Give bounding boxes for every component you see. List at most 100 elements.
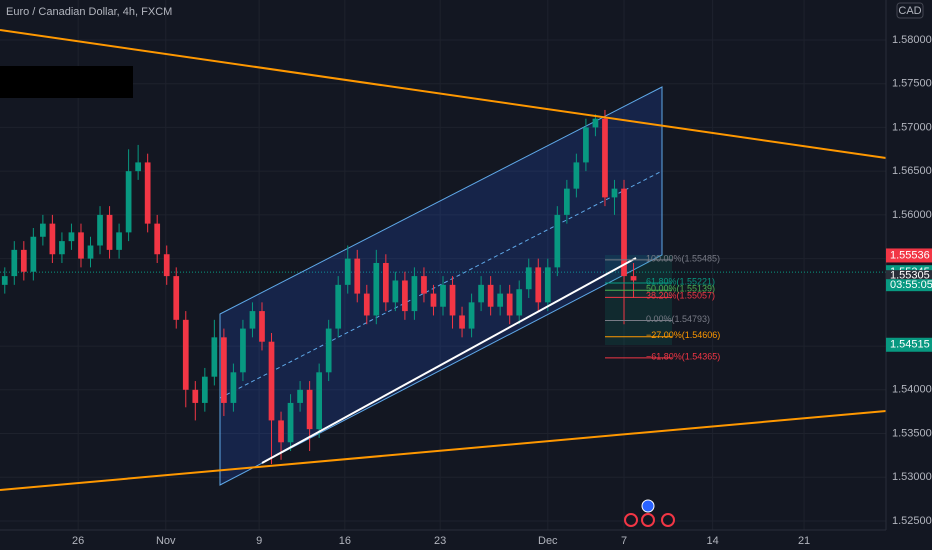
candle-body <box>325 328 332 373</box>
fib-label: −61.80%(1.54365) <box>646 351 720 361</box>
candle-body <box>125 171 132 233</box>
x-tick-label: 23 <box>434 535 446 547</box>
price-badge <box>886 270 932 282</box>
trend-line <box>0 29 887 159</box>
candle-body <box>563 188 570 215</box>
event-icons[interactable] <box>624 499 675 527</box>
candle-body <box>97 214 103 246</box>
candle-body <box>602 118 608 198</box>
candle-body <box>382 262 389 303</box>
candle-body <box>230 372 237 403</box>
candle-body <box>611 188 618 198</box>
y-tick-label: 1.53000 <box>892 471 932 483</box>
candle-body <box>20 249 27 272</box>
fib-label: 0.00%(1.54793) <box>646 314 710 324</box>
candle-body <box>335 284 342 329</box>
candle-body <box>554 214 561 268</box>
candle-body <box>87 245 94 259</box>
x-tick-label: Nov <box>156 535 176 547</box>
x-tick-label: 26 <box>72 535 84 547</box>
candle-body <box>30 236 37 272</box>
candle-body <box>268 341 275 421</box>
candle-body <box>363 293 370 316</box>
candle-body <box>11 249 18 277</box>
price-badge-label: 1.54515 <box>890 339 930 351</box>
trend-line <box>0 410 887 491</box>
candle-body <box>621 188 627 277</box>
candle-body <box>497 293 504 307</box>
y-tick-label: 1.56500 <box>892 165 932 177</box>
candle-body <box>59 241 65 255</box>
candle-body <box>344 258 351 285</box>
candle-body <box>354 258 361 294</box>
price-badge-label: 1.55536 <box>890 249 930 261</box>
candle-body <box>459 315 465 329</box>
candle-body <box>163 254 170 277</box>
y-tick-label: 1.53500 <box>892 427 932 439</box>
candle-body <box>373 262 380 316</box>
axis-labels: 1.58000 1.57500 1.57000 1.56500 1.56000 1.555… <box>72 34 932 547</box>
channel-midline <box>219 170 663 399</box>
candle-body <box>449 284 456 316</box>
candle-body <box>278 420 284 443</box>
candle-body <box>630 276 637 281</box>
candle-body <box>135 162 141 172</box>
candle-body <box>306 389 313 430</box>
candle-body <box>583 127 589 163</box>
candle-body <box>544 267 551 303</box>
y-tick-label: 1.52500 <box>892 515 932 527</box>
x-tick-label: 14 <box>706 535 718 547</box>
fib-label: 61.80%(1.55221) <box>646 276 715 286</box>
countdown: 03:55:05 <box>890 279 932 291</box>
candle-body <box>211 337 218 377</box>
candle-body <box>411 276 418 312</box>
candle-body <box>573 162 580 189</box>
candle-body <box>240 328 246 373</box>
fib-label: 50.00%(1.55139) <box>646 284 715 294</box>
x-tick-label: Dec <box>538 535 558 547</box>
y-tick-label: 1.54000 <box>892 384 932 396</box>
candle-body <box>78 232 84 259</box>
candle-body <box>40 223 46 237</box>
x-tick-label: 9 <box>256 535 262 547</box>
y-tick-label: 1.57000 <box>892 121 932 133</box>
candle-body <box>106 214 113 250</box>
candle-body <box>516 289 523 316</box>
candle-body <box>402 280 408 312</box>
candle-body <box>506 293 513 316</box>
candle-body <box>430 293 437 307</box>
candle-body <box>421 276 427 294</box>
candle-body <box>297 389 303 403</box>
currency: CAD <box>898 5 921 17</box>
currency-box <box>896 2 924 19</box>
candle-body <box>249 311 256 329</box>
fib-label: −27.00%(1.54606) <box>646 330 720 340</box>
candle-body <box>154 223 161 255</box>
candle-body <box>173 276 180 320</box>
candles <box>1 109 637 465</box>
candle-body <box>287 402 294 443</box>
fib-label: 38.20%(1.55057) <box>646 291 715 301</box>
candle-body <box>259 311 265 342</box>
candle-body <box>201 376 208 403</box>
price-badge <box>886 337 932 352</box>
chart-title: Euro / Canadian Dollar, 4h, FXCM <box>6 6 172 18</box>
candle-body <box>487 284 494 307</box>
candle-body <box>392 280 399 303</box>
candle-body <box>144 162 151 224</box>
candle-body <box>535 267 542 303</box>
candle-body <box>1 276 8 285</box>
price-badge-label: 1.55305 <box>890 270 930 282</box>
redaction <box>0 66 133 98</box>
fib-label: 100.00%(1.55485) <box>646 253 720 263</box>
x-tick-label: 16 <box>339 535 351 547</box>
countdown-badge <box>886 279 932 292</box>
candle-body <box>221 337 227 403</box>
candle-body <box>468 302 475 329</box>
fib-levels: 100.00%(1.55485) 61.80%(1.55221)50.00%(1.… <box>605 253 720 361</box>
y-tick-label: 1.57500 <box>892 78 932 90</box>
candle-body <box>116 232 122 250</box>
candle-body <box>592 118 599 128</box>
